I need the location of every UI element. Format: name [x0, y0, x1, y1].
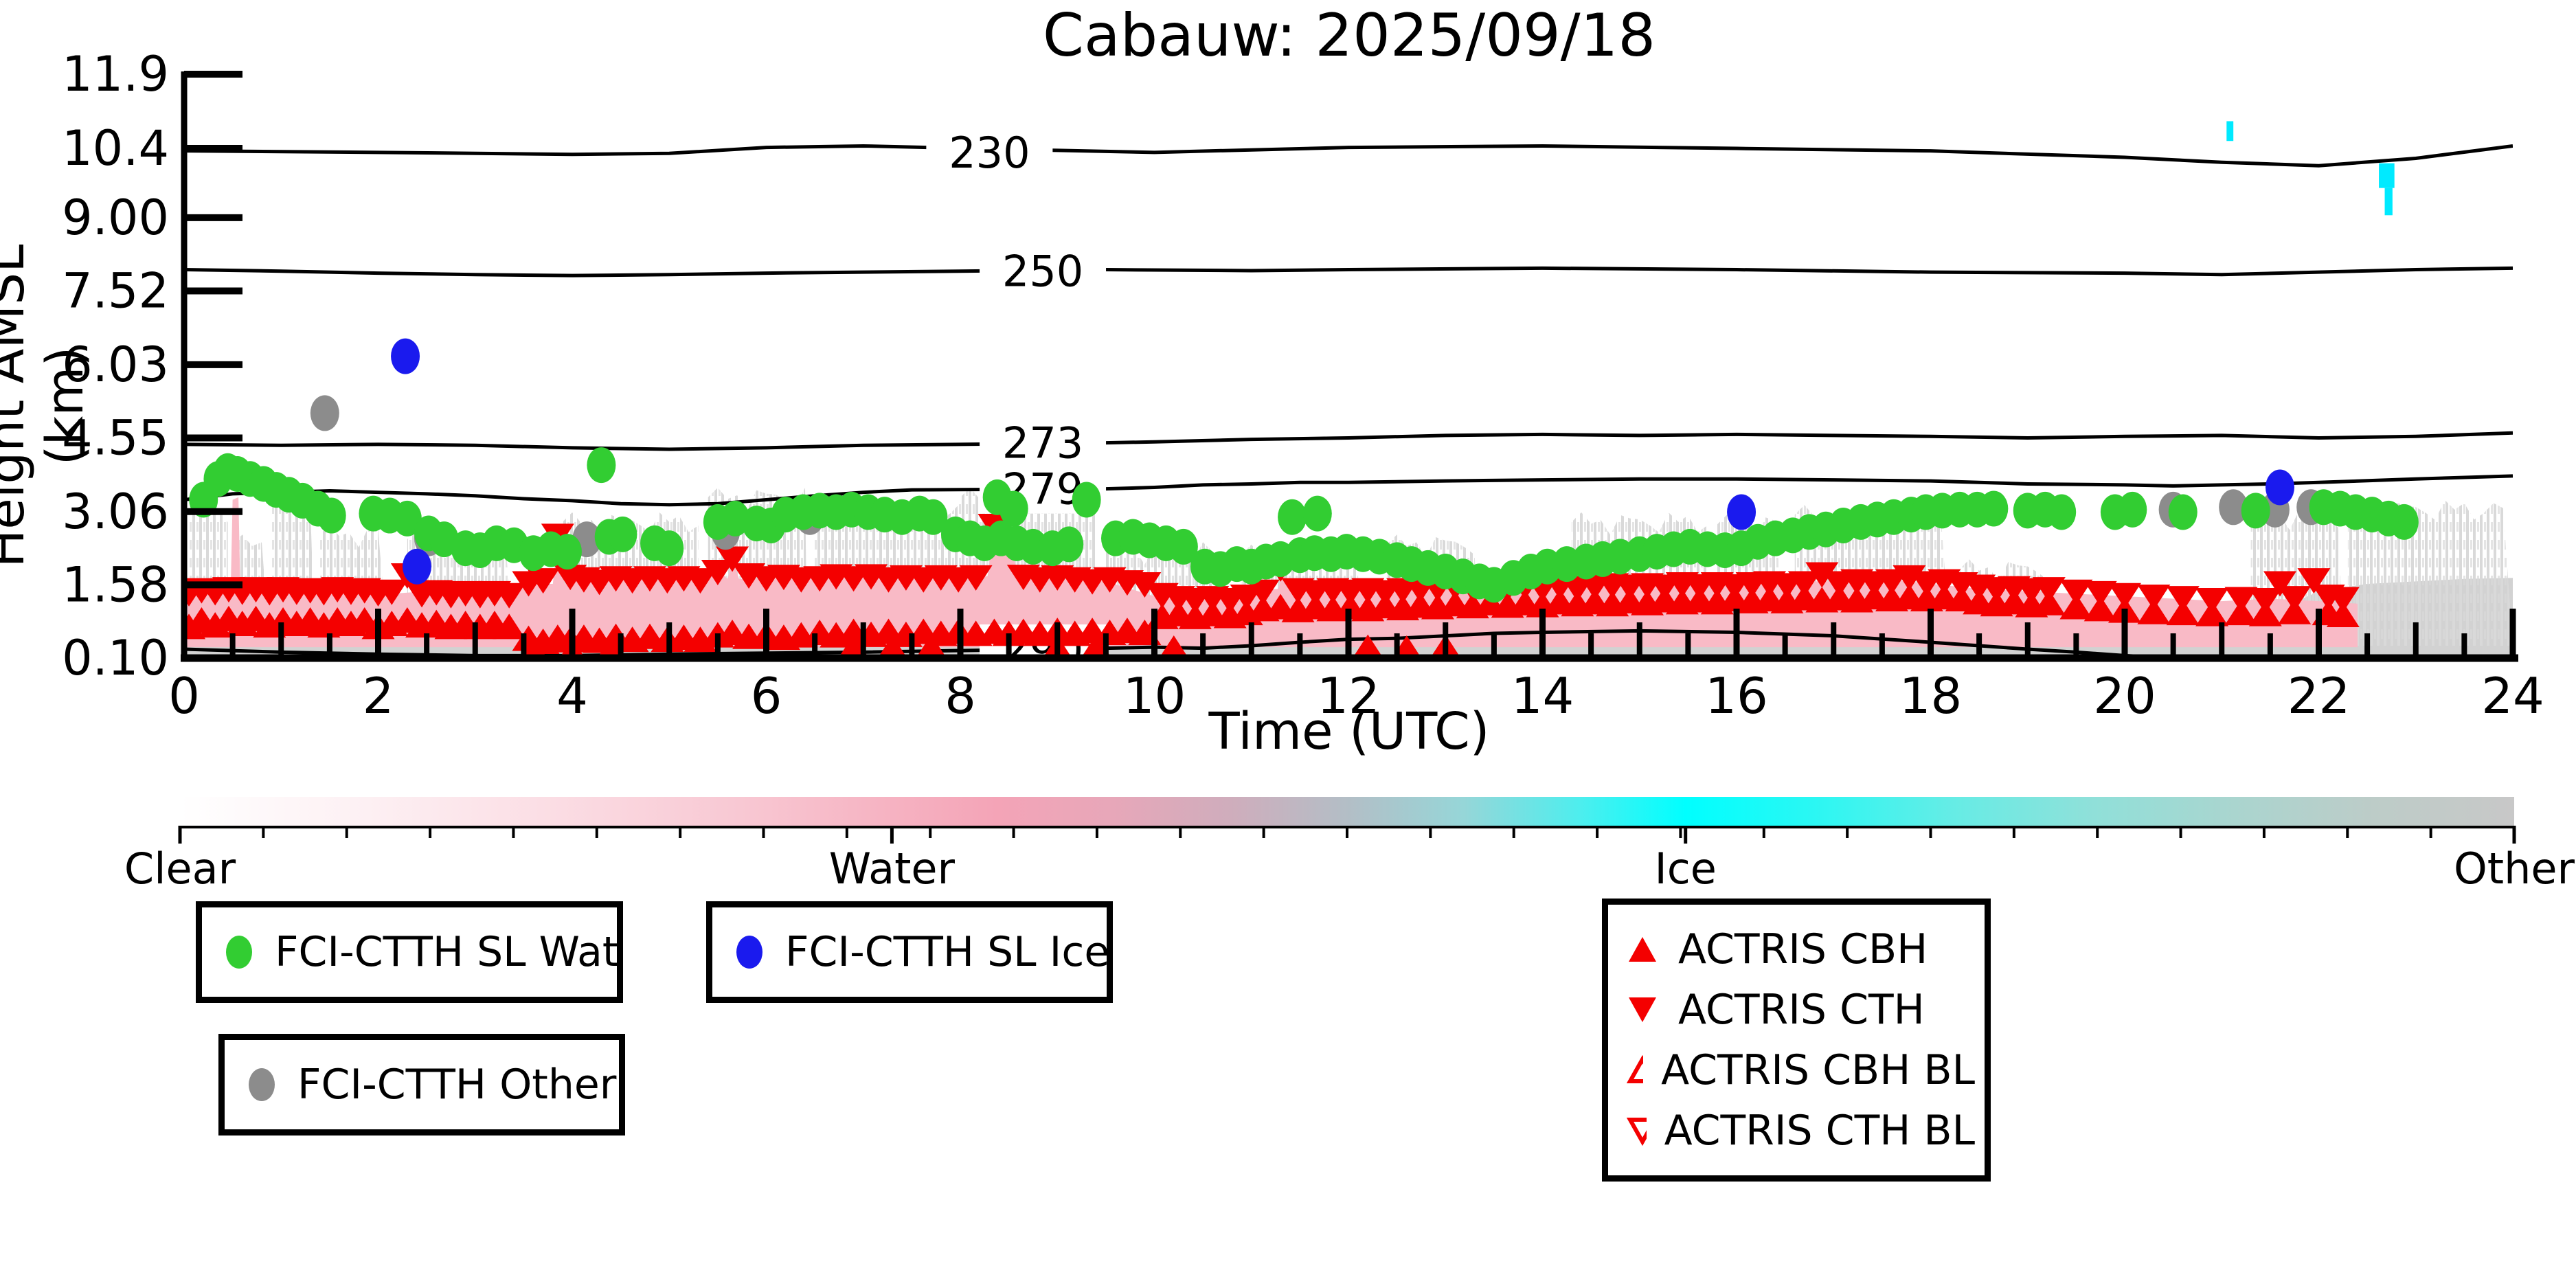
svg-text:14: 14 — [1511, 667, 1574, 725]
legend-fci-sl-ice: FCI-CTTH SL Ice — [706, 901, 1113, 1003]
legend-label: ACTRIS CTH — [1678, 986, 1925, 1034]
svg-text:0: 0 — [168, 667, 200, 725]
svg-text:24: 24 — [2481, 667, 2544, 725]
svg-text:10: 10 — [1123, 667, 1186, 725]
x-axis-label: Time (UTC) — [1208, 702, 1490, 761]
colorbar-label-ice: Ice — [1654, 844, 1717, 894]
svg-text:22: 22 — [2287, 667, 2351, 725]
svg-text:230: 230 — [949, 128, 1030, 178]
legend-label: FCI-CTTH SL Wat — [275, 928, 619, 976]
svg-text:10.4: 10.4 — [62, 120, 169, 177]
colorbar-label-other: Other — [2453, 844, 2575, 894]
legend-label: ACTRIS CBH — [1678, 925, 1928, 973]
svg-text:273: 273 — [1002, 418, 1083, 468]
svg-text:250: 250 — [1002, 247, 1083, 297]
svg-text:8: 8 — [945, 667, 976, 725]
water-dot-icon — [226, 936, 252, 969]
y-axis-label: Height AMSL (km) — [0, 244, 95, 568]
ice-dot-icon — [736, 936, 762, 969]
svg-text:6: 6 — [751, 667, 782, 725]
svg-text:11.9: 11.9 — [62, 46, 169, 102]
svg-text:7.52: 7.52 — [62, 263, 169, 319]
svg-text:4: 4 — [556, 667, 588, 725]
cth-bl-triangle-down-open-icon — [1626, 1118, 1647, 1146]
legend-fci-other: FCI-CTTH Other — [218, 1034, 625, 1136]
other-dot-icon — [249, 1068, 275, 1101]
svg-text:2: 2 — [363, 667, 394, 725]
legend-actris: ACTRIS CBH ACTRIS CTH ACTRIS CBH BL ACTR… — [1602, 899, 1991, 1182]
svg-text:20: 20 — [2093, 667, 2156, 725]
legend-label: FCI-CTTH Other — [297, 1061, 617, 1109]
colorbar-label-clear: Clear — [124, 844, 236, 894]
svg-text:12: 12 — [1317, 667, 1380, 725]
svg-text:1.58: 1.58 — [62, 556, 169, 613]
svg-text:9.00: 9.00 — [62, 190, 169, 246]
legend-fci-sl-wat: FCI-CTTH SL Wat — [196, 901, 623, 1003]
legend-label: ACTRIS CBH BL — [1661, 1046, 1975, 1094]
svg-text:16: 16 — [1705, 667, 1768, 725]
svg-text:0.10: 0.10 — [62, 630, 169, 686]
page-title: Cabauw: 2025/09/18 — [1042, 1, 1656, 70]
svg-text:18: 18 — [1899, 667, 1963, 725]
cbh-bl-triangle-up-open-icon — [1626, 1054, 1644, 1083]
svg-text:3.06: 3.06 — [62, 484, 169, 540]
svg-text:4.55: 4.55 — [62, 409, 169, 466]
colorbar-label-water: Water — [828, 844, 956, 894]
legend-label: ACTRIS CTH BL — [1664, 1107, 1975, 1155]
svg-text:6.03: 6.03 — [62, 337, 169, 393]
legend-label: FCI-CTTH SL Ice — [785, 928, 1110, 976]
classification-colorbar — [180, 797, 2514, 826]
cth-triangle-down-icon — [1629, 997, 1656, 1022]
cbh-triangle-up-icon — [1629, 937, 1656, 962]
